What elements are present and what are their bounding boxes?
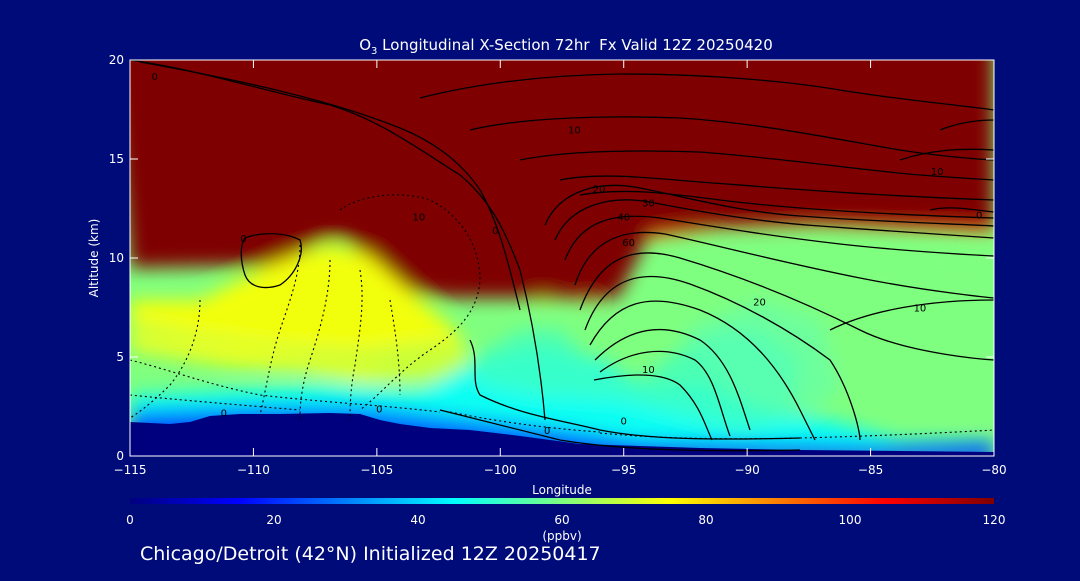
colorbar-tick-label: 80 bbox=[698, 513, 713, 527]
contour-label: 0 bbox=[492, 226, 498, 237]
colorbar bbox=[130, 498, 994, 504]
x-tick-label: −115 bbox=[114, 463, 147, 477]
colorbar-tick-label: 60 bbox=[554, 513, 569, 527]
x-tick-label: −110 bbox=[237, 463, 270, 477]
colorbar-tick-label: 0 bbox=[126, 513, 134, 527]
contour-label: 0 bbox=[221, 408, 227, 419]
x-axis-label: Longitude bbox=[532, 483, 592, 497]
x-tick-label: −90 bbox=[734, 463, 759, 477]
y-tick-label: 20 bbox=[109, 53, 124, 67]
contour-label: 60 bbox=[622, 238, 635, 249]
colorbar-label: (ppbv) bbox=[542, 529, 581, 543]
contour-label: 10 bbox=[931, 167, 944, 178]
contour-label: 10 bbox=[568, 125, 581, 136]
contour-label: 10 bbox=[412, 212, 425, 223]
y-axis: 0 5 10 15 20 bbox=[109, 53, 994, 463]
contour-labels: 0 10 20 30 40 60 10 0 10 0 0 20 10 10 0 0 0 0 bbox=[151, 72, 982, 437]
y-tick-label: 10 bbox=[109, 251, 124, 265]
contour-label: 0 bbox=[151, 72, 157, 83]
x-tick-label: −80 bbox=[981, 463, 1006, 477]
chart-title: O3 Longitudinal X-Section 72hr Fx Valid … bbox=[359, 36, 773, 57]
contour-label: 20 bbox=[753, 298, 766, 309]
x-tick-label: −105 bbox=[360, 463, 393, 477]
contour-label: 40 bbox=[617, 212, 630, 223]
colorbar-tick-label: 100 bbox=[839, 513, 862, 527]
x-tick-label: −95 bbox=[611, 463, 636, 477]
contour-label: 0 bbox=[240, 234, 246, 245]
contour-label: 30 bbox=[642, 199, 655, 210]
contour-label: 0 bbox=[621, 416, 627, 427]
terrain bbox=[130, 413, 994, 456]
y-tick-label: 0 bbox=[116, 449, 124, 463]
contour-label: 10 bbox=[914, 303, 927, 314]
y-tick-label: 5 bbox=[116, 350, 124, 364]
contour-lines bbox=[130, 60, 994, 452]
colorbar-tick-label: 20 bbox=[266, 513, 281, 527]
run-info: Chicago/Detroit (42°N) Initialized 12Z 2… bbox=[140, 543, 601, 565]
x-tick-label: −100 bbox=[484, 463, 517, 477]
contour-label: 0 bbox=[976, 210, 982, 221]
ozone-field bbox=[130, 60, 994, 456]
contour-label: 20 bbox=[593, 185, 606, 196]
x-tick-label: −85 bbox=[858, 463, 883, 477]
contour-label: 0 bbox=[544, 426, 550, 437]
colorbar-tick-label: 120 bbox=[983, 513, 1006, 527]
y-axis-label: Altitude (km) bbox=[87, 219, 101, 298]
x-axis: −115 −110 −105 −100 −95 −90 −85 −80 bbox=[114, 60, 1007, 477]
colorbar-tick-label: 40 bbox=[410, 513, 425, 527]
contour-label: 0 bbox=[376, 404, 382, 415]
colorbar-ticks: 0 20 40 60 80 100 120 bbox=[126, 513, 1005, 527]
contour-label: 10 bbox=[642, 365, 655, 376]
y-tick-label: 15 bbox=[109, 152, 124, 166]
